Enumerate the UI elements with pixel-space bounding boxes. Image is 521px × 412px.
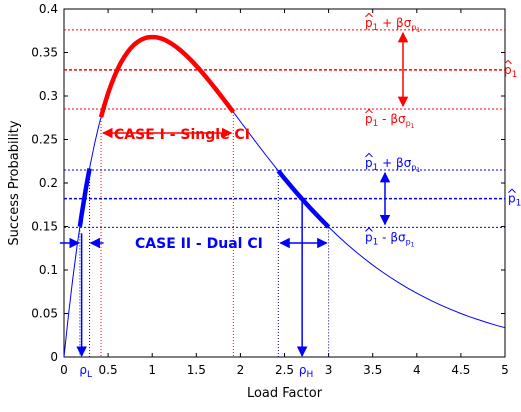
x-axis-title: Load Factor: [247, 386, 323, 401]
rho-l-label-rho: ρ: [79, 363, 87, 377]
plot-area: [63, 8, 506, 358]
case2-upper-label-p-sub: 1: [373, 163, 379, 173]
case2-upper-label-sigma-sub: p: [411, 163, 416, 172]
ticks-layer: 0 0.5 1 1.5 2 2.5 3 3.5 4 4.5 5 0 0.05 0.1 0.15 0.2 0.25…: [31, 2, 509, 377]
rho-h-label-rho: ρ: [299, 363, 307, 377]
arrows-layer: [59, 31, 409, 358]
segments-layer: [77, 34, 331, 229]
case1-lower-label-p-sub: 1: [373, 119, 379, 129]
case2-lower-label-op: - βσ: [378, 230, 406, 244]
case1-lower-label-hat: [365, 108, 373, 114]
case2-phat-label-p-sub: 1: [516, 199, 521, 209]
x-tick-label: 0: [60, 363, 68, 377]
case1-upper-label-op: + βσ: [378, 16, 411, 30]
case1-upper-label-sigma-sub: p: [411, 23, 416, 32]
case1-lower-label-op: - βσ: [378, 112, 406, 126]
y-tick-label: 0.3: [39, 89, 58, 103]
case2-upper-label-sigma-subsub: 1: [416, 167, 420, 174]
case2-lower-label-p: p: [365, 230, 373, 244]
case1-lower-label-sigma-sub: p: [406, 119, 411, 128]
case2-upper-label-hat: [365, 152, 373, 158]
case2-label: CASE II - Dual CI: [135, 236, 263, 252]
rho-l-label-sub: L: [87, 370, 92, 380]
rho-h-label-sub: H: [307, 370, 314, 380]
x-tick-label: 3: [325, 363, 333, 377]
y-tick-label: 0.15: [31, 220, 58, 234]
y-tick-label: 0.4: [39, 2, 58, 16]
y-tick-label: 0.2: [39, 176, 58, 190]
case1-lower-label: p1 - βσp1: [365, 112, 415, 130]
case2-lower-label-p-sub: 1: [373, 237, 379, 247]
case2-phat-label-p: p: [508, 192, 516, 206]
y-tick-label: 0.35: [31, 46, 58, 60]
case1-upper-label: p1 + βσp1: [365, 16, 420, 34]
case2-lower-label-sigma-subsub: 1: [411, 241, 415, 248]
case1-upper-label-p: p: [365, 16, 373, 30]
case1-phat-label: p1: [504, 63, 517, 80]
case1-thick-segment: [98, 34, 236, 118]
guides-layer: [64, 29, 505, 357]
case2-upper-label-p: p: [365, 156, 373, 170]
x-tick-label: 5: [501, 363, 509, 377]
x-tick-label: 0.5: [99, 363, 118, 377]
rho-h-label: ρH: [299, 363, 313, 380]
case1-upper-label-hat: [365, 12, 373, 18]
case1-phat-label-p: p: [504, 63, 512, 77]
y-tick-label: 0.05: [31, 307, 58, 321]
case2-lower-label: p1 - βσp1: [365, 230, 415, 248]
case2-phat-label-hat: [508, 188, 516, 194]
y-tick-label: 0.25: [31, 133, 58, 147]
x-tick-label: 1: [148, 363, 156, 377]
case2-high-thick-segment: [276, 169, 331, 229]
y-axis-title: Success Probability: [7, 120, 22, 245]
case1-phat-label-p-sub: 1: [512, 70, 518, 80]
case1-upper-label-sigma-subsub: 1: [416, 27, 420, 34]
rho-l-label: ρL: [79, 363, 92, 380]
case2-lower-label-sigma-sub: p: [406, 237, 411, 246]
case2-upper-label: p1 + βσp1: [365, 156, 420, 174]
case2-upper-label-op: + βσ: [378, 156, 411, 170]
case2-low-thick-segment: [77, 168, 92, 227]
case2-lower-label-hat: [365, 227, 373, 232]
x-tick-label: 1.5: [187, 363, 206, 377]
case1-lower-label-sigma-subsub: 1: [411, 123, 415, 130]
case2-phat-label: p1: [508, 192, 521, 209]
case1-lower-label-p: p: [365, 112, 373, 126]
x-tick-label: 4: [413, 363, 421, 377]
x-tick-label: 2.5: [275, 363, 294, 377]
case1-upper-label-p-sub: 1: [373, 23, 379, 33]
y-tick-label: 0: [50, 350, 58, 364]
case1-phat-label-hat: [504, 59, 512, 65]
x-tick-label: 4.5: [451, 363, 470, 377]
x-tick-label: 2: [237, 363, 245, 377]
case1-label: CASE I - Single CI: [114, 127, 250, 143]
y-tick-label: 0.1: [39, 263, 58, 277]
x-tick-label: 3.5: [363, 363, 382, 377]
